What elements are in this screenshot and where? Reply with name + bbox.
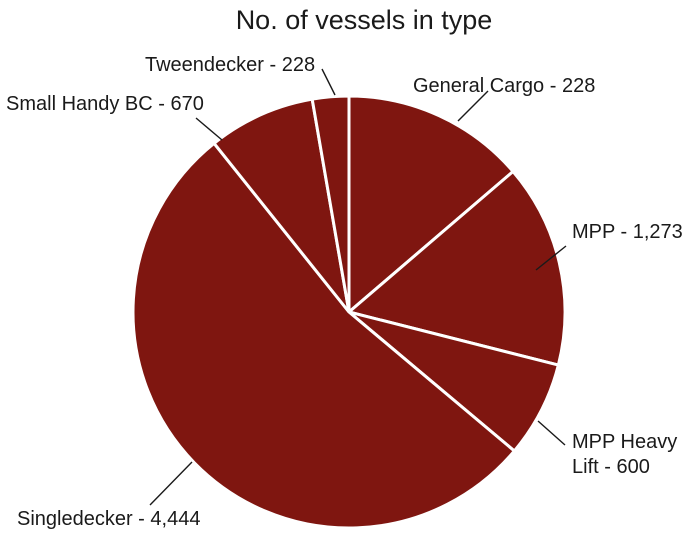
pie-slice-tweendecker — [310, 94, 351, 313]
slice-label-general-cargo: General Cargo - 228 — [413, 75, 595, 97]
chart-title: No. of vessels in type — [236, 5, 493, 35]
slice-label-tweendecker: Tweendecker - 228 — [145, 54, 315, 76]
slice-label-mpp-heavy-lift: MPP Heavy Lift - 600 — [572, 431, 677, 478]
leader-line-small-handy-bc — [195, 117, 223, 141]
pie-slices — [131, 94, 567, 530]
leader-line-tweendecker — [321, 68, 336, 96]
leader-line-mpp — [535, 245, 567, 271]
pie-slice-general-cargo — [347, 94, 516, 316]
slice-label-small-handy-bc: Small Handy BC - 670 — [6, 93, 204, 115]
slice-label-mpp: MPP - 1,273 — [572, 221, 683, 243]
pie-slice-singledecker — [131, 141, 517, 530]
leader-line-mpp-heavy-lift — [537, 420, 566, 446]
pie-slice-mpp — [345, 169, 567, 367]
label-leader-lines — [149, 68, 567, 506]
leader-line-general-cargo — [457, 90, 489, 122]
slice-label-singledecker: Singledecker - 4,444 — [17, 508, 200, 530]
leader-line-singledecker — [149, 461, 193, 506]
slice-labels: General Cargo - 228 MPP - 1,273 MPP Heavy L… — [6, 54, 683, 530]
pie-slice-small-handy-bc — [211, 97, 351, 313]
